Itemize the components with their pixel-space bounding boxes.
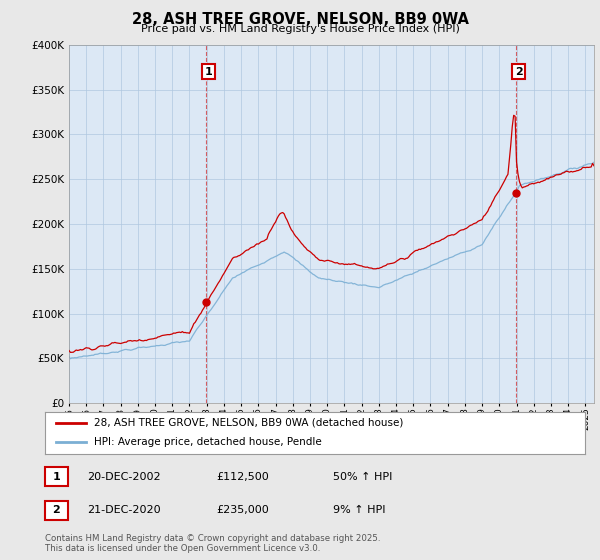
Text: 28, ASH TREE GROVE, NELSON, BB9 0WA (detached house): 28, ASH TREE GROVE, NELSON, BB9 0WA (det…: [94, 418, 403, 428]
Text: 20-DEC-2002: 20-DEC-2002: [87, 472, 161, 482]
Text: 1: 1: [53, 472, 60, 482]
Text: 2: 2: [515, 67, 523, 77]
Text: Contains HM Land Registry data © Crown copyright and database right 2025.
This d: Contains HM Land Registry data © Crown c…: [45, 534, 380, 553]
Text: 21-DEC-2020: 21-DEC-2020: [87, 505, 161, 515]
Text: £235,000: £235,000: [216, 505, 269, 515]
Text: Price paid vs. HM Land Registry's House Price Index (HPI): Price paid vs. HM Land Registry's House …: [140, 24, 460, 34]
Text: 50% ↑ HPI: 50% ↑ HPI: [333, 472, 392, 482]
Text: 9% ↑ HPI: 9% ↑ HPI: [333, 505, 386, 515]
Text: £112,500: £112,500: [216, 472, 269, 482]
Text: HPI: Average price, detached house, Pendle: HPI: Average price, detached house, Pend…: [94, 437, 322, 447]
Text: 1: 1: [205, 67, 212, 77]
Text: 28, ASH TREE GROVE, NELSON, BB9 0WA: 28, ASH TREE GROVE, NELSON, BB9 0WA: [131, 12, 469, 27]
Text: 2: 2: [53, 505, 60, 515]
